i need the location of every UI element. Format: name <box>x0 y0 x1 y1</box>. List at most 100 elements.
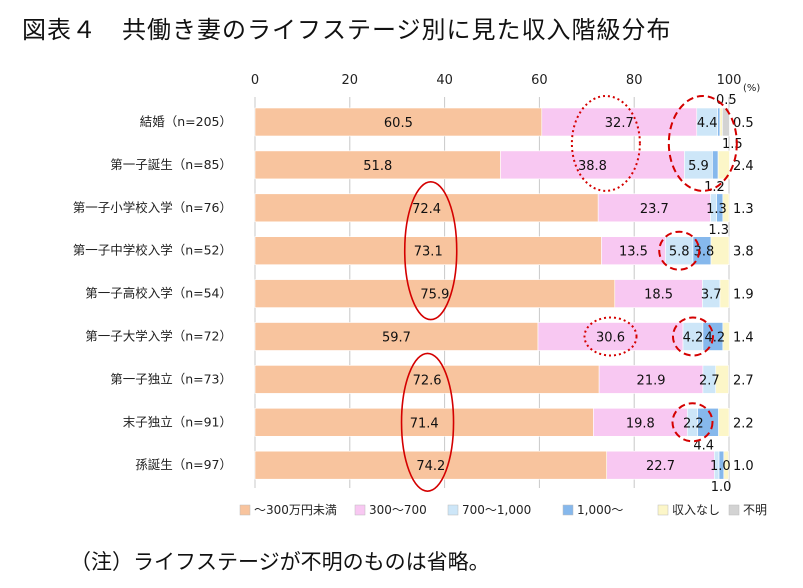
data-label: 2.7 <box>733 373 754 388</box>
data-label: 2.2 <box>683 416 704 431</box>
category-label: 第一子誕生（n=85） <box>110 157 232 172</box>
bar-segment <box>722 107 730 137</box>
footnote: （注）ライフステージが不明のものは省略。 <box>70 550 490 574</box>
highlight-ellipse <box>658 230 701 271</box>
bar-segment <box>537 322 684 351</box>
category-label: 孫誕生（n=97） <box>135 457 232 472</box>
category-label: 第一子高校入学（n=54） <box>85 286 232 301</box>
bar-segment <box>606 450 715 480</box>
data-label: 0.5 <box>716 93 737 108</box>
bar-segment <box>715 365 729 394</box>
data-label: 4.4 <box>697 116 718 131</box>
bar-segment <box>254 365 600 394</box>
bar-segment <box>593 407 688 437</box>
data-label: 73.1 <box>414 245 443 260</box>
data-label: 4.4 <box>693 438 714 453</box>
data-label: 1.2 <box>704 180 725 195</box>
highlight-ellipse <box>583 316 638 357</box>
data-label: 22.7 <box>646 459 675 474</box>
legend-label: 1,000～ <box>577 503 623 517</box>
category-label: 結婚（n=205） <box>140 114 232 129</box>
bar-segment <box>254 450 608 480</box>
x-tick-label: 100 <box>717 73 742 88</box>
data-label: 32.7 <box>605 116 634 131</box>
chart-title: 図表４ 共働き妻のライフステージ別に見た収入階級分布 <box>22 16 672 44</box>
unit-label: (%) <box>743 83 760 94</box>
highlight-ellipse <box>667 95 738 192</box>
data-label: 75.9 <box>420 288 449 303</box>
data-label: 5.8 <box>669 245 690 260</box>
highlight-ellipse <box>671 402 714 443</box>
data-label: 74.2 <box>416 459 445 474</box>
x-tick-label: 60 <box>531 73 548 88</box>
data-label: 23.7 <box>640 202 669 217</box>
legend-label: 収入なし <box>672 503 720 517</box>
legend-swatch <box>447 504 459 516</box>
highlight-ellipse <box>403 180 458 321</box>
bar-segment <box>718 407 730 437</box>
bar-segment <box>500 150 685 180</box>
x-tick-label: 80 <box>626 73 643 88</box>
data-label: 3.8 <box>733 245 754 260</box>
x-tick-label: 40 <box>436 73 453 88</box>
data-label: 2.4 <box>733 159 754 174</box>
bar-segment <box>614 279 703 308</box>
legend-swatch <box>657 504 669 516</box>
bar-segment <box>254 150 501 180</box>
highlight-ellipse <box>671 316 714 357</box>
legend-label: 不明 <box>743 503 767 517</box>
data-label: 18.5 <box>644 288 673 303</box>
bar-segment <box>722 193 730 223</box>
bar-segment <box>712 150 719 180</box>
bar-segment <box>717 150 730 180</box>
category-label: 第一子独立（n=73） <box>110 371 232 386</box>
bar-segment <box>254 407 594 437</box>
bar-segment <box>719 107 723 137</box>
bar-segment <box>719 279 730 308</box>
legend-label: 300～700 <box>369 503 427 517</box>
data-label: 1.4 <box>733 331 754 346</box>
category-label: 末子独立（n=91） <box>123 414 232 429</box>
data-label: 51.8 <box>363 159 392 174</box>
bar-segment <box>254 193 599 223</box>
data-label: 1.9 <box>733 288 754 303</box>
bar-segment <box>598 365 704 394</box>
data-label: 1.3 <box>706 202 727 217</box>
data-label: 21.9 <box>637 373 666 388</box>
data-label: 1.5 <box>722 137 743 152</box>
bar-segment <box>601 236 666 265</box>
bar-segment <box>722 322 730 351</box>
legend-label: 700～1,000 <box>462 503 531 517</box>
data-label: 72.6 <box>413 373 442 388</box>
data-label: 1.3 <box>733 202 754 217</box>
legend-label: ～300万円未満 <box>254 503 337 517</box>
data-label: 38.8 <box>578 159 607 174</box>
legend-swatch <box>562 504 574 516</box>
bar-segment <box>254 236 602 265</box>
bar-segment <box>254 322 539 351</box>
data-label: 60.5 <box>384 116 413 131</box>
data-label: 13.5 <box>619 245 648 260</box>
highlight-ellipse <box>400 352 455 492</box>
data-label: 71.4 <box>410 416 439 431</box>
data-label: 30.6 <box>596 331 625 346</box>
bar-segment <box>665 236 694 265</box>
bar-segment <box>254 279 616 308</box>
x-tick-label: 20 <box>342 73 359 88</box>
bar-segment <box>710 236 730 265</box>
data-label: 1.0 <box>733 459 754 474</box>
legend-swatch <box>239 504 251 516</box>
bar-segment <box>541 107 698 137</box>
highlight-ellipse <box>570 95 641 192</box>
bar-segment <box>723 450 729 480</box>
legend-swatch <box>354 504 366 516</box>
data-label: 1.0 <box>711 480 732 495</box>
data-label: 2.2 <box>733 416 754 431</box>
data-label: 1.0 <box>710 459 731 474</box>
bar-segment <box>717 107 721 137</box>
data-label: 3.8 <box>694 245 715 260</box>
data-label: 19.8 <box>626 416 655 431</box>
data-label: 4.2 <box>705 331 726 346</box>
category-label: 第一子中学校入学（n=52） <box>73 243 232 258</box>
